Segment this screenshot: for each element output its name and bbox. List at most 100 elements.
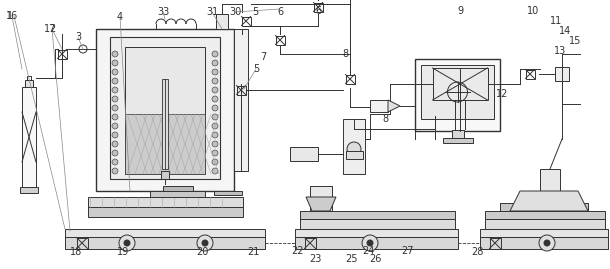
Bar (343, 119, 365, 174)
Bar (555, 67, 569, 81)
Bar (162, 79, 168, 169)
Text: 7: 7 (260, 52, 266, 62)
Text: 23: 23 (309, 254, 321, 264)
Circle shape (202, 240, 208, 246)
Text: 24: 24 (362, 246, 374, 256)
Bar (110, 37, 220, 179)
Bar (480, 229, 608, 237)
Circle shape (112, 51, 118, 57)
Text: 21: 21 (247, 247, 259, 257)
Bar (161, 171, 169, 179)
Text: 13: 13 (554, 46, 566, 56)
Circle shape (212, 96, 218, 102)
Bar (96, 29, 234, 191)
Bar (442, 138, 473, 143)
Bar (300, 219, 455, 229)
Circle shape (112, 141, 118, 147)
Circle shape (112, 96, 118, 102)
Bar (125, 114, 205, 174)
Circle shape (112, 60, 118, 66)
Bar (88, 207, 243, 217)
Bar (65, 237, 265, 249)
Circle shape (212, 141, 218, 147)
Bar (242, 16, 251, 26)
Circle shape (112, 132, 118, 138)
Bar (76, 238, 87, 249)
Circle shape (212, 159, 218, 165)
Bar (370, 100, 388, 112)
Bar (295, 237, 458, 249)
Text: 10: 10 (527, 6, 539, 16)
Bar (421, 65, 494, 119)
Bar (485, 219, 605, 229)
Text: 18: 18 (70, 247, 82, 257)
Circle shape (362, 235, 378, 251)
Text: 8: 8 (342, 49, 348, 59)
Circle shape (367, 240, 373, 246)
Text: 28: 28 (471, 247, 483, 257)
Polygon shape (306, 197, 336, 211)
Text: 14: 14 (559, 26, 571, 36)
Bar (20, 187, 38, 193)
Bar (22, 87, 36, 187)
Circle shape (212, 87, 218, 93)
Polygon shape (388, 100, 400, 112)
Bar (415, 59, 500, 131)
Bar (310, 186, 332, 211)
Text: 20: 20 (196, 247, 208, 257)
Circle shape (112, 105, 118, 111)
Circle shape (112, 123, 118, 129)
Text: 8: 8 (382, 114, 388, 124)
Circle shape (112, 168, 118, 174)
Text: 19: 19 (117, 247, 129, 257)
Bar (346, 151, 363, 159)
Circle shape (112, 78, 118, 84)
Circle shape (124, 240, 130, 246)
Circle shape (119, 235, 135, 251)
Text: 12: 12 (496, 89, 508, 99)
Bar (500, 203, 588, 211)
Bar (216, 14, 228, 29)
Bar (150, 191, 205, 197)
Bar (27, 76, 31, 80)
Text: 11: 11 (550, 16, 562, 26)
Circle shape (212, 123, 218, 129)
Bar (300, 211, 455, 219)
Bar (88, 197, 243, 207)
Text: 3: 3 (75, 32, 81, 42)
Bar (489, 238, 500, 249)
Circle shape (544, 240, 550, 246)
Circle shape (212, 114, 218, 120)
Bar (485, 211, 605, 219)
Bar (432, 68, 487, 100)
Text: 15: 15 (569, 36, 581, 46)
Bar (345, 75, 354, 83)
Text: 31: 31 (206, 7, 218, 17)
Bar (304, 238, 315, 249)
Text: 30: 30 (229, 7, 241, 17)
Text: 25: 25 (346, 254, 358, 264)
Bar (125, 47, 205, 174)
Bar (25, 80, 33, 87)
Text: 4: 4 (117, 12, 123, 22)
Bar (295, 229, 458, 237)
Circle shape (212, 150, 218, 156)
Circle shape (212, 168, 218, 174)
Circle shape (197, 235, 213, 251)
Text: 16: 16 (6, 11, 18, 21)
Circle shape (212, 132, 218, 138)
Text: 27: 27 (401, 246, 413, 256)
Bar (234, 29, 248, 171)
Text: 6: 6 (315, 6, 321, 16)
Text: 5: 5 (253, 64, 259, 74)
Text: 26: 26 (369, 254, 381, 264)
Circle shape (112, 87, 118, 93)
Bar (314, 2, 323, 12)
Bar (276, 36, 284, 44)
Circle shape (539, 235, 555, 251)
Bar (163, 186, 193, 191)
Text: 9: 9 (457, 6, 463, 16)
Bar (451, 130, 464, 139)
Circle shape (347, 142, 361, 156)
Bar (237, 86, 245, 94)
